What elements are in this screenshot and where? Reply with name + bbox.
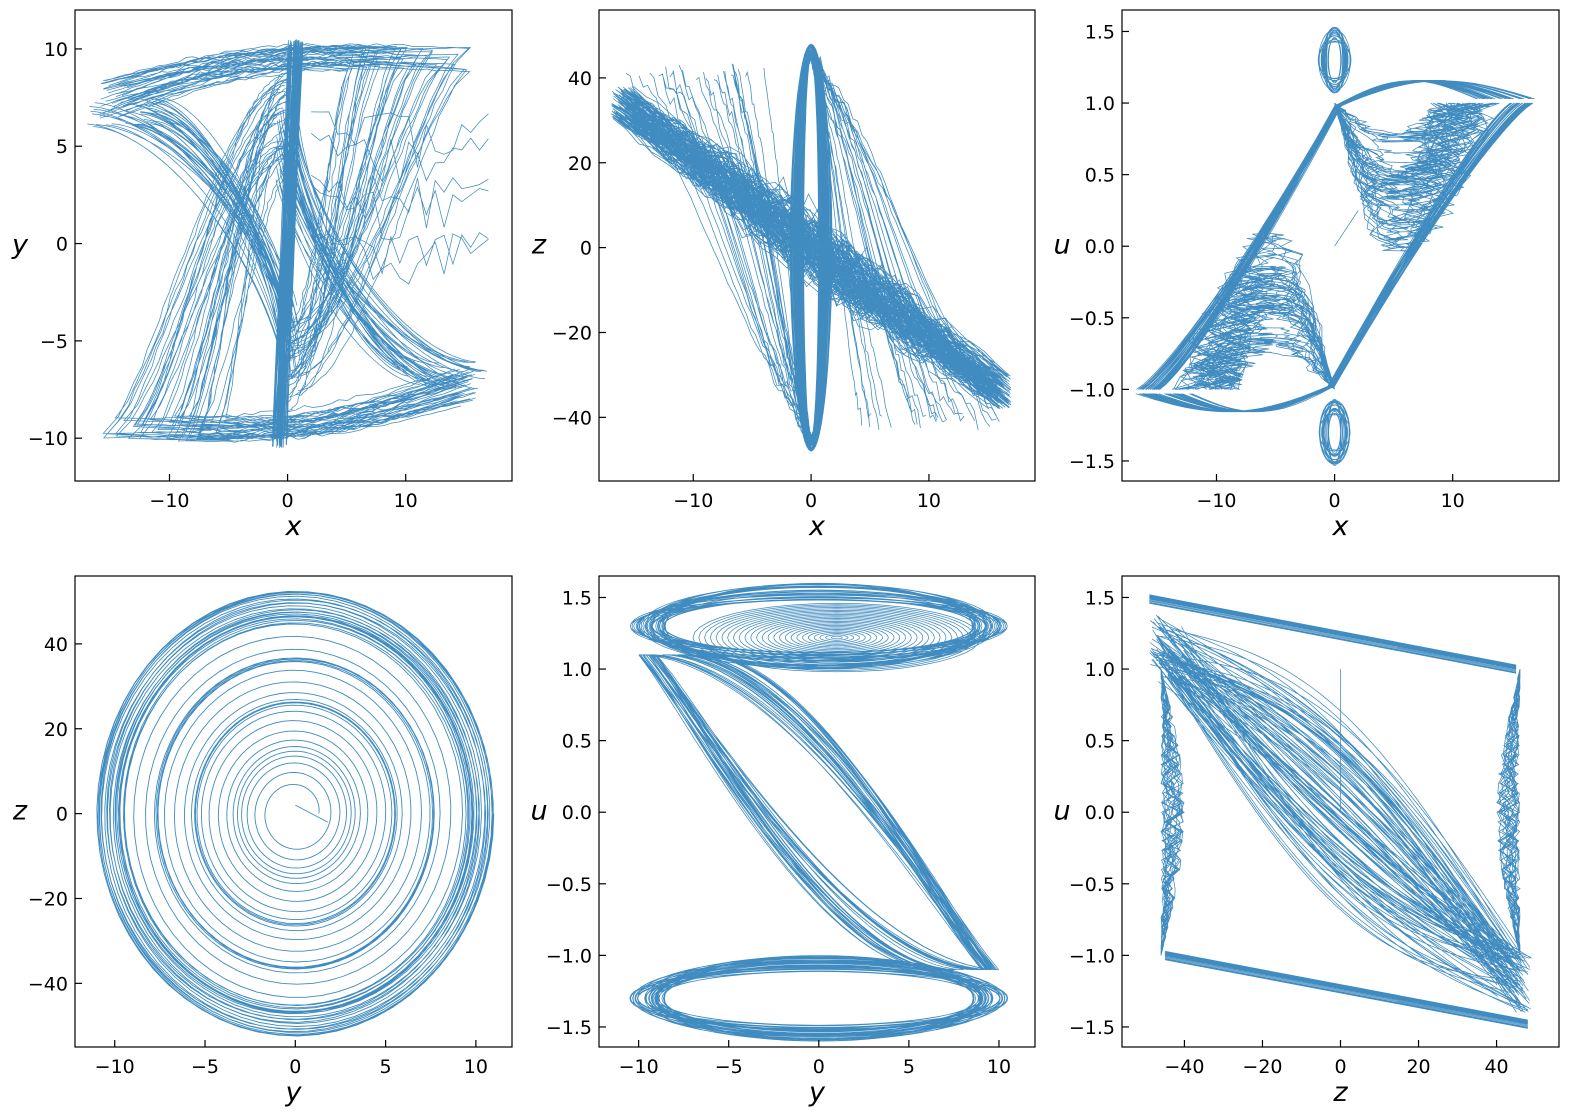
x-tick-label-zu: 20 [1406, 1056, 1430, 1078]
subplot-zu: −40 −20 0 20 40 −1.5 −1.0 −0.5 0.0 0.5 1.0 1.5 z u [1053, 575, 1560, 1108]
y-tick-label-yu: −0.5 [546, 874, 592, 896]
y-tick-label-yz: −20 [28, 888, 68, 910]
y-tick-label-yu: 1.0 [562, 659, 592, 681]
x-tick-label-xy: −10 [149, 490, 189, 512]
axes-frame-yu [598, 575, 1036, 1048]
x-tick-label-yz: −10 [95, 1056, 135, 1078]
y-tick-label-xu: −1.5 [1069, 451, 1115, 473]
trajectory-xz [610, 43, 1012, 452]
x-tick-label-yu: 10 [987, 1056, 1011, 1078]
x-axis-label-xz: x [808, 511, 826, 542]
y-tick-label-xy: −10 [28, 428, 68, 450]
y-tick-label-xu: 0.5 [1085, 165, 1115, 187]
subplot-yz: −10 −5 0 5 10 −40 −20 0 20 40 y z [12, 575, 513, 1108]
x-axis-label-zu: z [1332, 1077, 1348, 1108]
y-tick-label-xz: 20 [568, 153, 592, 175]
x-axis-label-xu: x [1332, 511, 1350, 542]
y-tick-label-xu: 0.0 [1085, 236, 1115, 258]
y-tick-label-zu: 1.0 [1085, 659, 1115, 681]
axes-frame-xu [1121, 9, 1560, 482]
subplot-xu: −10 0 10 −1.5 −1.0 −0.5 0.0 0.5 1.0 1.5 x u [1053, 9, 1560, 542]
x-tick-label-zu: 40 [1484, 1056, 1508, 1078]
y-tick-label-yu: −1.0 [546, 945, 592, 967]
y-tick-label-xu: 1.5 [1085, 21, 1115, 43]
y-tick-label-yu: 0.5 [562, 731, 592, 753]
x-tick-label-xu: 10 [1441, 490, 1465, 512]
y-tick-label-xu: −1.0 [1069, 379, 1115, 401]
subplot-xz: −10 0 10 −40 −20 0 20 40 x z [531, 9, 1036, 542]
y-axis-label-xz: z [531, 230, 547, 261]
y-tick-label-yu: 0.0 [562, 802, 592, 824]
x-tick-label-yz: 10 [464, 1056, 488, 1078]
x-tick-label-xz: −10 [673, 490, 713, 512]
y-tick-label-xy: −5 [40, 331, 68, 353]
x-tick-label-xz: 10 [917, 490, 941, 512]
y-tick-label-xz: 0 [580, 238, 592, 260]
x-tick-label-zu: −20 [1242, 1056, 1282, 1078]
y-axis-label-zu: u [1053, 796, 1070, 827]
y-tick-label-zu: −1.5 [1069, 1017, 1115, 1039]
y-tick-label-xy: 10 [44, 39, 68, 61]
y-tick-label-zu: 0.0 [1085, 802, 1115, 824]
trajectory-yz [96, 591, 495, 1037]
y-tick-label-xy: 0 [56, 234, 68, 256]
x-tick-label-yz: 5 [380, 1056, 392, 1078]
axes-frame-yz [74, 575, 513, 1048]
x-tick-label-xu: 0 [1329, 490, 1341, 512]
axes-frame-xz [598, 9, 1036, 482]
y-tick-label-yz: −40 [28, 973, 68, 995]
x-axis-label-xy: x [285, 511, 303, 542]
y-axis-label-yu: u [530, 796, 547, 827]
y-axis-label-xu: u [1053, 230, 1070, 261]
trajectory-zu [1149, 594, 1532, 1029]
axes-frame-xy [74, 9, 513, 482]
y-tick-label-xy: 5 [56, 136, 68, 158]
x-tick-label-yz: −5 [191, 1056, 219, 1078]
x-tick-label-zu: 0 [1334, 1056, 1346, 1078]
trajectory-xy [87, 39, 489, 448]
y-tick-label-xz: −20 [552, 322, 592, 344]
x-tick-label-xy: 0 [282, 490, 294, 512]
subplot-yu: −10 −5 0 5 10 −1.5 −1.0 −0.5 0.0 0.5 1.0 1.5 y u [530, 575, 1036, 1108]
x-tick-label-yu: −5 [715, 1056, 743, 1078]
x-tick-label-xu: −10 [1196, 490, 1236, 512]
trajectory-xu [1135, 26, 1535, 467]
y-tick-label-zu: −1.0 [1069, 945, 1115, 967]
x-tick-label-xy: 10 [394, 490, 418, 512]
x-tick-label-xz: 0 [805, 490, 817, 512]
x-tick-label-yu: 0 [813, 1056, 825, 1078]
y-tick-label-xu: −0.5 [1069, 308, 1115, 330]
x-tick-label-zu: −40 [1164, 1056, 1204, 1078]
y-tick-label-yu: −1.5 [546, 1017, 592, 1039]
y-tick-label-xu: 1.0 [1085, 93, 1115, 115]
y-tick-label-yz: 0 [56, 804, 68, 826]
trajectory-yu [629, 582, 1009, 1042]
x-tick-label-yz: 0 [289, 1056, 301, 1078]
x-tick-label-yu: 5 [903, 1056, 915, 1078]
y-tick-label-yu: 1.5 [562, 587, 592, 609]
y-axis-label-xy: y [11, 230, 29, 261]
y-tick-label-yz: 40 [44, 634, 68, 656]
y-tick-label-zu: −0.5 [1069, 874, 1115, 896]
y-tick-label-zu: 1.5 [1085, 587, 1115, 609]
y-axis-label-yz: z [12, 796, 28, 827]
x-axis-label-yu: y [808, 1077, 826, 1108]
y-tick-label-xz: 40 [568, 68, 592, 90]
y-tick-label-yz: 20 [44, 719, 68, 741]
subplot-xy: −10 0 10 −10 −5 0 5 10 x y [11, 9, 513, 542]
x-tick-label-yu: −10 [619, 1056, 659, 1078]
y-tick-label-xz: −40 [552, 407, 592, 429]
y-tick-label-zu: 0.5 [1085, 731, 1115, 753]
x-axis-label-yz: y [285, 1077, 303, 1108]
